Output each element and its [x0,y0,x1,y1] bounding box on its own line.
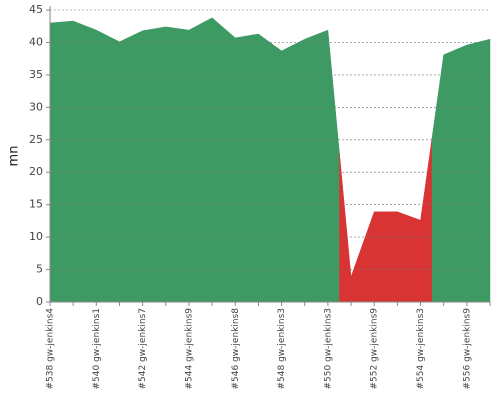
x-tick-label: #548 gw-jenkins3 [277,308,287,389]
area-segment [84,25,109,303]
y-tick-label: 25 [29,133,43,146]
x-tick-label: #546 gw-jenkins8 [231,308,241,390]
area-segment [200,17,224,303]
x-tick-label: #552 gw-jenkins9 [370,308,380,390]
x-tick-label: #538 gw-jenkins4 [46,308,56,390]
area-segment [107,35,132,303]
area-segment [153,26,178,303]
x-tick-label: #550 gw-jenkins3 [323,308,333,389]
area-segment [292,34,317,303]
y-tick-label: 15 [29,198,43,211]
x-tick-label: #542 gw-jenkins7 [138,308,148,389]
area-segment [385,211,410,303]
area-segment [177,23,201,303]
y-tick-label: 35 [29,68,43,81]
y-tick-label: 0 [36,295,43,308]
area-segment [130,28,155,303]
x-tick-label: #540 gw-jenkins1 [92,308,102,389]
area-segment [478,38,491,303]
y-tick-label: 45 [29,3,43,16]
y-tick-label: 30 [29,100,43,113]
y-tick-label: 20 [29,165,43,178]
area-segment [49,21,62,303]
area-segment [316,29,340,303]
y-axis-label: mn [7,146,22,167]
area-segment [61,20,85,303]
area-segment [246,33,271,303]
area-segment [339,153,363,303]
x-tick-label: #544 gw-jenkins9 [184,308,194,390]
area-segment [431,49,456,303]
area-segment [223,27,248,303]
y-tick-label: 40 [29,35,43,48]
x-tick-label: #556 gw-jenkins9 [462,308,472,390]
x-tick-label: #554 gw-jenkins3 [416,308,426,389]
y-tick-label: 10 [29,230,43,243]
area-segment [269,41,294,303]
area-segment [408,137,433,303]
area-segment [362,211,387,303]
y-tick-label: 5 [36,263,43,276]
